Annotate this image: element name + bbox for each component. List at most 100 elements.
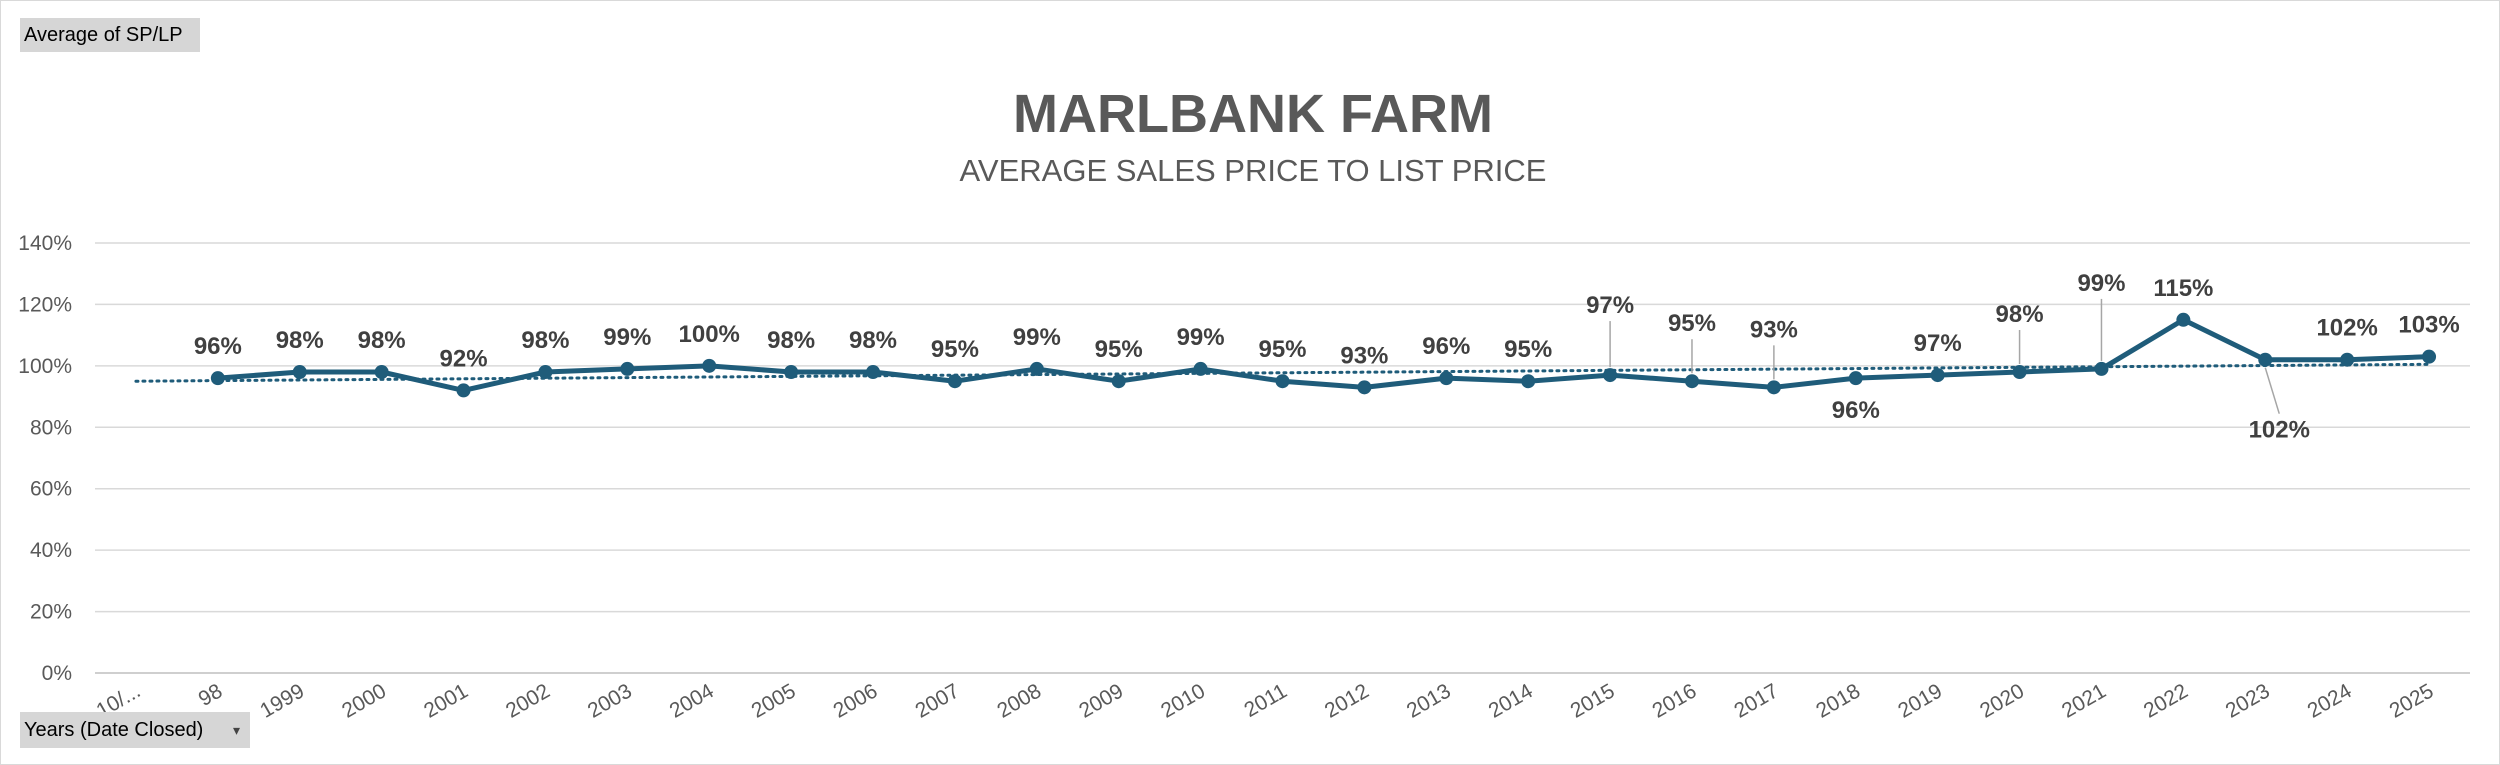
x-tick-label: 2005 bbox=[748, 679, 800, 722]
label-leader-line bbox=[2264, 367, 2280, 414]
data-label: 98% bbox=[767, 327, 815, 354]
data-point bbox=[866, 365, 881, 379]
data-label: 99% bbox=[2077, 270, 2125, 297]
x-tick-label: 2006 bbox=[830, 679, 882, 722]
data-point bbox=[1521, 374, 1536, 389]
x-tick-label: 2017 bbox=[1730, 679, 1782, 722]
data-label: 98% bbox=[1996, 301, 2044, 328]
data-label: 103% bbox=[2398, 312, 2459, 339]
data-point bbox=[292, 365, 307, 379]
x-tick-label: 2010 bbox=[1157, 679, 1209, 722]
y-tick-label: 0% bbox=[42, 662, 72, 685]
data-point bbox=[1193, 361, 1208, 376]
data-label: 102% bbox=[2249, 417, 2310, 444]
data-label: 93% bbox=[1750, 316, 1798, 343]
x-tick-label: 2009 bbox=[1075, 679, 1127, 722]
x-tick-label: 2023 bbox=[2222, 679, 2274, 722]
data-label: 99% bbox=[1013, 324, 1061, 351]
x-tick-label: 2002 bbox=[502, 679, 554, 722]
x-axis: 10/... 98 1999 2000 2001 2002 2003 2004 2005 2006… bbox=[93, 679, 2438, 722]
data-point bbox=[1029, 361, 1044, 376]
data-label: 100% bbox=[679, 321, 740, 348]
data-label: 92% bbox=[440, 345, 488, 372]
data-labels: 96% 98% 98% 92% 98% 99% 100% 98% 98% 95% 99% 95% 99%… bbox=[194, 270, 2460, 444]
data-point bbox=[456, 383, 471, 398]
data-point bbox=[2094, 361, 2109, 376]
data-label: 98% bbox=[849, 327, 897, 354]
data-point bbox=[947, 374, 962, 389]
y-tick-label: 140% bbox=[18, 232, 72, 255]
x-tick-label: 2007 bbox=[911, 679, 963, 722]
data-label: 93% bbox=[1340, 342, 1388, 369]
chart-title: MARLBANK FARM bbox=[1013, 84, 1493, 144]
y-tick-label: 120% bbox=[18, 293, 72, 316]
data-label: 99% bbox=[1177, 324, 1225, 351]
x-tick-label: 2000 bbox=[338, 679, 390, 722]
series-line bbox=[217, 317, 2430, 393]
data-label: 98% bbox=[358, 327, 406, 354]
data-point bbox=[1766, 380, 1781, 395]
data-point bbox=[538, 365, 553, 379]
data-point bbox=[374, 365, 389, 379]
data-label: 95% bbox=[1504, 336, 1552, 363]
x-tick-label: 2015 bbox=[1567, 679, 1619, 722]
x-tick-label: 2012 bbox=[1321, 679, 1373, 722]
data-point bbox=[1848, 371, 1863, 386]
gridlines bbox=[95, 242, 2470, 674]
y-axis: 0% 20% 40% 60% 80% 100% 120% 140% bbox=[18, 232, 72, 685]
data-label: 97% bbox=[1914, 330, 1962, 357]
x-tick-label: 2020 bbox=[1976, 679, 2028, 722]
chart-subtitle: AVERAGE SALES PRICE TO LIST PRICE bbox=[960, 153, 1547, 188]
x-tick-label: 1999 bbox=[256, 679, 308, 722]
y-tick-label: 60% bbox=[30, 478, 72, 501]
data-point bbox=[2340, 352, 2355, 367]
data-label: 95% bbox=[931, 336, 979, 363]
x-tick-label: 2008 bbox=[993, 679, 1045, 722]
data-point bbox=[1111, 374, 1126, 389]
axis-field-button[interactable]: Years (Date Closed) ▾ bbox=[20, 712, 250, 748]
data-point bbox=[620, 361, 635, 376]
data-label: 115% bbox=[2153, 275, 2213, 302]
x-tick-label: 2021 bbox=[2058, 679, 2110, 722]
data-point bbox=[2176, 312, 2191, 327]
x-tick-label: 2003 bbox=[584, 679, 636, 722]
y-tick-label: 20% bbox=[30, 601, 72, 624]
data-point bbox=[2012, 365, 2027, 379]
x-tick-label: 2024 bbox=[2304, 679, 2356, 722]
data-point bbox=[2422, 349, 2437, 364]
x-tick-label: 2011 bbox=[1240, 679, 1291, 722]
data-point bbox=[2258, 352, 2273, 367]
values-field-label: Average of SP/LP bbox=[24, 24, 183, 46]
y-tick-label: 80% bbox=[30, 416, 72, 439]
x-tick-label: 98 bbox=[195, 679, 227, 711]
values-field-button[interactable]: Average of SP/LP bbox=[20, 18, 200, 52]
x-tick-label: 2004 bbox=[666, 679, 718, 722]
data-label: 97% bbox=[1586, 292, 1634, 319]
x-tick-label: 2016 bbox=[1649, 679, 1701, 722]
data-point bbox=[1275, 374, 1290, 389]
y-tick-label: 40% bbox=[30, 539, 72, 562]
data-label: 102% bbox=[2316, 315, 2377, 342]
data-point bbox=[784, 365, 799, 379]
data-label: 96% bbox=[194, 333, 242, 360]
x-tick-label: 2025 bbox=[2386, 679, 2438, 722]
data-label: 99% bbox=[603, 324, 651, 351]
dropdown-arrow-icon[interactable]: ▾ bbox=[232, 722, 240, 738]
x-tick-label: 2001 bbox=[420, 679, 472, 722]
x-tick-label: 2022 bbox=[2140, 679, 2192, 722]
data-label: 95% bbox=[1095, 336, 1143, 363]
data-label: 95% bbox=[1668, 310, 1716, 337]
x-tick-label: 2018 bbox=[1812, 679, 1864, 722]
series-sp-lp bbox=[210, 312, 2437, 398]
data-point bbox=[210, 371, 225, 386]
x-tick-label: 2014 bbox=[1485, 679, 1537, 722]
data-point bbox=[1930, 368, 1945, 383]
axis-field-label: Years (Date Closed) bbox=[24, 719, 204, 741]
trendline-path bbox=[134, 362, 2431, 383]
trendline bbox=[134, 362, 2431, 383]
data-point bbox=[702, 358, 717, 373]
data-point bbox=[1357, 380, 1372, 395]
data-label: 98% bbox=[276, 327, 324, 354]
x-tick-label: 2019 bbox=[1894, 679, 1946, 722]
